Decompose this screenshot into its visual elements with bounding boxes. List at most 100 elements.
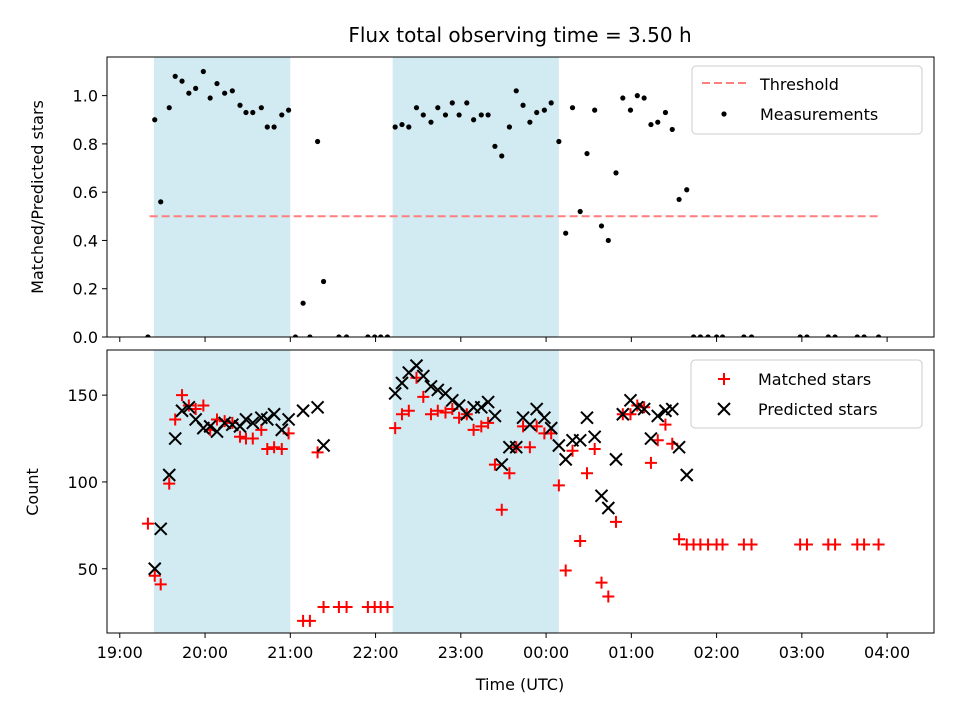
measurement-point xyxy=(435,105,441,111)
measurement-point xyxy=(384,334,391,337)
matched-star-point xyxy=(148,569,161,582)
count-panel: 19:00 20:00 21:00 22:00 23:00 00:00 01:00 02:00… xyxy=(23,349,935,694)
matched-star-point xyxy=(268,441,281,454)
measurement-point xyxy=(478,112,484,118)
matched-star-point xyxy=(317,600,330,613)
predicted-star-point xyxy=(267,407,281,421)
count-x-tick-label: 20:00 xyxy=(182,643,228,662)
matched-star-point xyxy=(234,430,247,443)
ratio-legend-box xyxy=(691,65,923,135)
matched-star-point xyxy=(552,479,565,492)
measurement-point xyxy=(684,187,690,193)
predicted-star-point xyxy=(182,400,196,415)
matched-star-point xyxy=(389,422,402,435)
ratio-y-tick-label: 0.4 xyxy=(73,231,98,250)
measurement-point xyxy=(577,208,583,215)
measurement-point xyxy=(285,107,292,113)
count-x-tick-label: 00:00 xyxy=(523,643,569,662)
count-legend-box xyxy=(690,359,923,429)
measurement-point xyxy=(343,334,350,337)
predicted-star-point xyxy=(665,402,679,416)
matched-star-point xyxy=(745,538,758,551)
measurement-point xyxy=(592,107,598,113)
matched-star-point xyxy=(523,441,536,454)
matched-star-point xyxy=(340,600,353,613)
measurement-point xyxy=(214,80,220,87)
measurement-point xyxy=(314,138,321,145)
measurement-point xyxy=(832,334,838,337)
matched-star-point xyxy=(182,399,195,412)
matched-star-point xyxy=(624,408,637,421)
count-x-tick-label: 22:00 xyxy=(353,643,399,662)
measurement-point xyxy=(222,90,228,96)
count-x-tick-label: 03:00 xyxy=(779,643,825,662)
ratio-y-tick-label: 0.0 xyxy=(73,328,98,347)
predicted-star-point xyxy=(162,468,176,482)
predicted-star-point xyxy=(296,404,310,418)
count-shaded-interval-1 xyxy=(392,350,559,633)
measurement-point xyxy=(449,100,455,106)
predicted-star-point xyxy=(523,417,537,432)
measurement-point xyxy=(804,334,810,337)
matched-star-point xyxy=(673,533,686,546)
matched-star-point xyxy=(638,401,651,414)
matched-star-point xyxy=(482,416,495,429)
measurement-point xyxy=(186,90,192,96)
measurement-point xyxy=(563,230,569,236)
measurement-point xyxy=(237,102,243,108)
measurement-point xyxy=(300,300,306,306)
measurement-point xyxy=(485,112,491,118)
count-y-tick-label: 150 xyxy=(67,386,98,405)
count-x-tick-label: 19:00 xyxy=(97,643,143,662)
predicted-star-point xyxy=(474,400,488,415)
measurement-point xyxy=(854,334,860,337)
predicted-star-point xyxy=(580,411,594,425)
matched-star-point xyxy=(417,390,430,403)
measurement-point xyxy=(634,93,640,99)
ratio-y-tick-label: 1.0 xyxy=(73,87,98,106)
matched-star-point xyxy=(246,432,259,445)
measurement-point xyxy=(320,278,327,285)
matched-star-point xyxy=(402,404,415,417)
predicted-star-point xyxy=(239,412,253,427)
predicted-star-point xyxy=(281,412,296,427)
measurement-point xyxy=(506,124,513,130)
predicted-star-point xyxy=(260,412,274,427)
predicted-star-point xyxy=(544,421,558,435)
matched-star-point xyxy=(488,458,501,471)
matched-star-point xyxy=(581,467,594,480)
predicted-star-point xyxy=(445,393,460,408)
measurement-point xyxy=(179,78,185,84)
predicted-star-point xyxy=(509,440,523,454)
measurement-point xyxy=(200,68,206,75)
matched-star-point xyxy=(169,413,182,426)
matched-star-point xyxy=(197,399,210,412)
matched-star-point xyxy=(872,538,885,551)
measurement-point xyxy=(556,138,562,145)
measurement-point xyxy=(690,334,697,337)
measurement-point xyxy=(748,334,755,337)
predicted-star-point xyxy=(672,440,686,454)
ratio-shaded-interval-1 xyxy=(392,57,559,337)
predicted-star-point xyxy=(680,468,694,482)
matched-star-point xyxy=(303,614,316,627)
measurement-point xyxy=(797,334,803,337)
measurement-point xyxy=(258,105,264,111)
measurement-point xyxy=(605,237,611,244)
measurement-point xyxy=(279,112,285,118)
measurement-point xyxy=(166,105,172,111)
predicted-star-point xyxy=(431,383,445,397)
matched-star-point xyxy=(588,442,601,455)
legend-matched-swatch xyxy=(718,373,730,385)
ratio-y-axis-label: Matched/Predicted stars xyxy=(28,100,47,294)
measurement-point xyxy=(648,121,654,128)
measurement-point xyxy=(243,109,249,116)
matched-star-point xyxy=(602,590,615,603)
predicted-star-point xyxy=(168,431,182,446)
measurement-point xyxy=(456,112,462,118)
predicted-star-point xyxy=(409,358,424,373)
matched-star-point xyxy=(559,564,572,577)
matched-star-point xyxy=(800,538,813,551)
measurement-point xyxy=(471,117,477,123)
